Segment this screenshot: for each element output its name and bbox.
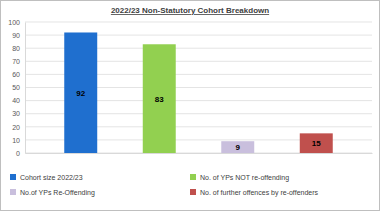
y-tick-label: 50 [12, 84, 20, 91]
bar [143, 44, 176, 153]
bar [64, 32, 97, 153]
chart-title: 2022/23 Non-Statutory Cohort Breakdown [111, 6, 269, 15]
legend-swatch [10, 189, 16, 195]
chart-frame [1, 1, 380, 211]
x-axis [26, 153, 373, 155]
chart: 2022/23 Non-Statutory Cohort Breakdown 0 1… [0, 0, 380, 211]
y-tick-label: 90 [12, 32, 20, 39]
legend-label: No.of YPs Re-Offending [20, 189, 95, 197]
legend-label: Cohort size 2022/23 [20, 174, 83, 181]
grid [25, 22, 372, 153]
y-tick: 80 [12, 45, 25, 52]
y-tick: 10 [12, 137, 25, 144]
bar [300, 133, 333, 153]
y-tick-label: 20 [12, 124, 20, 131]
legend-item: No. of YPs NOT re-offending [190, 174, 289, 182]
data-label: 9 [236, 143, 241, 152]
y-tick-label: 80 [12, 45, 20, 52]
y-tick: 0 [16, 150, 25, 157]
legend: Cohort size 2022/23 No. of YPs NOT re-off… [10, 174, 319, 197]
legend-label: No. of further offences by re-offenders [200, 189, 319, 197]
bar [221, 141, 254, 153]
data-label: 92 [76, 89, 85, 98]
y-axis: 0 10 20 30 40 50 60 70 80 90 100 [8, 19, 25, 157]
legend-swatch [190, 189, 196, 195]
y-tick: 100 [8, 19, 25, 26]
y-tick-label: 100 [8, 19, 20, 26]
bars [64, 32, 332, 153]
plot: 0 10 20 30 40 50 60 70 80 90 100 92 83 9 15 [8, 19, 372, 157]
data-label: 83 [155, 95, 164, 104]
legend-item: Cohort size 2022/23 [10, 174, 83, 181]
legend-item: No.of YPs Re-Offending [10, 189, 95, 197]
y-tick: 50 [12, 84, 25, 91]
y-tick-label: 60 [12, 71, 20, 78]
y-axis-line [25, 23, 26, 154]
legend-item: No. of further offences by re-offenders [190, 189, 319, 197]
y-tick-label: 0 [16, 150, 20, 157]
y-tick-label: 40 [12, 97, 20, 104]
legend-label: No. of YPs NOT re-offending [200, 174, 289, 182]
legend-swatch [10, 174, 16, 180]
data-label: 15 [312, 139, 321, 148]
y-tick: 60 [12, 71, 25, 78]
y-tick-label: 10 [12, 137, 20, 144]
y-tick: 90 [12, 32, 25, 39]
data-labels: 92 83 9 15 [76, 89, 321, 152]
y-tick-label: 70 [12, 58, 20, 65]
y-tick-label: 30 [12, 110, 20, 117]
y-tick: 30 [12, 110, 25, 117]
legend-swatch [190, 174, 196, 180]
y-tick: 40 [12, 97, 25, 104]
y-tick: 20 [12, 124, 25, 131]
x-axis-line [26, 153, 373, 154]
grid-line [25, 22, 372, 23]
y-tick: 70 [12, 58, 25, 65]
